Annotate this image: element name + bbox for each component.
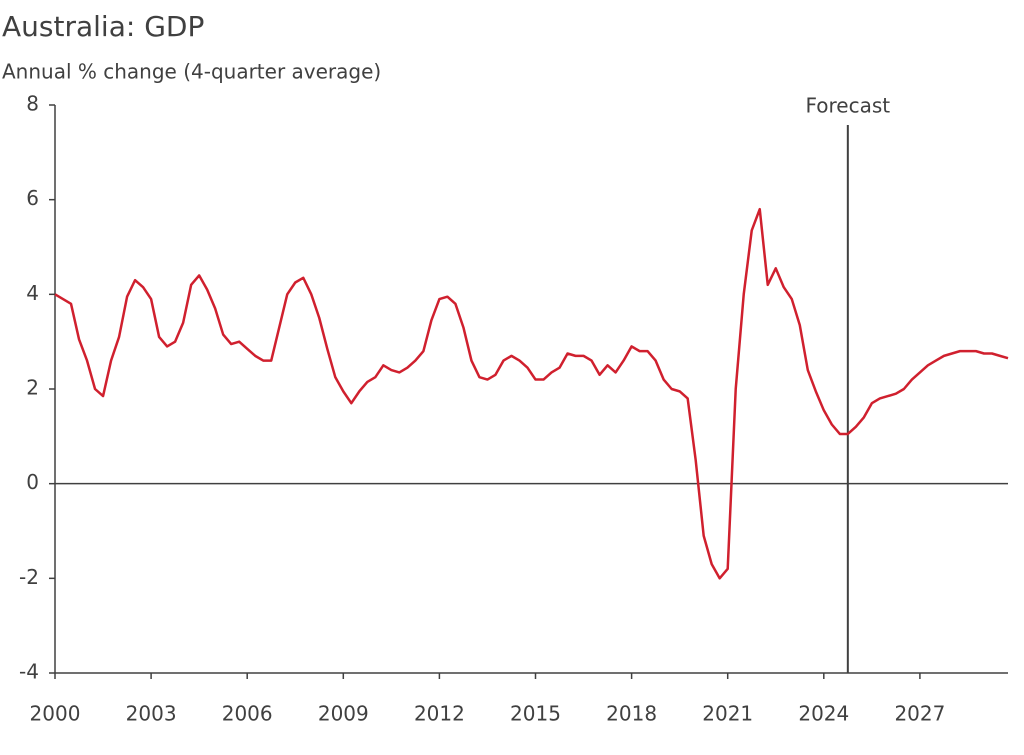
y-tick-label: -4 <box>19 660 39 684</box>
x-tick-label: 2027 <box>894 702 945 726</box>
x-tick-label: 2009 <box>318 702 369 726</box>
chart-subtitle: Annual % change (4-quarter average) <box>2 60 381 84</box>
chart-title: Australia: GDP <box>2 10 204 43</box>
x-tick-label: 2024 <box>798 702 849 726</box>
x-tick-label: 2015 <box>510 702 561 726</box>
gdp-line <box>54 207 1009 580</box>
x-tick-label: 2012 <box>414 702 465 726</box>
x-tick-label: 2006 <box>222 702 273 726</box>
y-tick-label: -2 <box>19 565 39 589</box>
y-tick-label: 6 <box>26 186 39 210</box>
y-tick-label: 8 <box>26 92 39 116</box>
y-tick-label: 2 <box>26 376 39 400</box>
x-tick-label: 2021 <box>702 702 753 726</box>
x-tick-label: 2018 <box>606 702 657 726</box>
y-tick-label: 4 <box>26 281 39 305</box>
x-tick-label: 2003 <box>126 702 177 726</box>
y-tick-label: 0 <box>26 470 39 494</box>
annotation: Forecast <box>806 94 891 118</box>
x-tick-label: 2000 <box>30 702 81 726</box>
